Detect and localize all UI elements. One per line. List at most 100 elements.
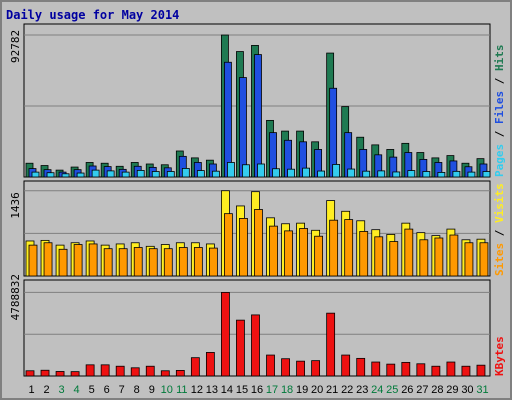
- bar-sites-day-24: [374, 236, 384, 277]
- bar-sites-day-11: [178, 247, 188, 277]
- bar-kbytes-day-12: [190, 357, 200, 377]
- bar-kbytes-day-21: [326, 312, 336, 377]
- bar-pages-day-16: [257, 163, 265, 178]
- bar-pages-day-2: [46, 172, 55, 178]
- bar-kbytes-day-7: [115, 365, 125, 377]
- bar-sites-day-3: [58, 248, 68, 277]
- legend-kbytes: KBytes: [493, 336, 506, 376]
- bar-sites-day-30: [464, 242, 474, 277]
- bar-kbytes-day-30: [461, 365, 471, 377]
- day-label-6: 6: [104, 384, 110, 396]
- day-label-13: 13: [206, 384, 218, 396]
- bar-sites-day-19: [299, 228, 308, 277]
- bar-pages-day-21: [332, 164, 341, 178]
- day-label-1: 1: [28, 384, 34, 396]
- bar-pages-day-23: [362, 170, 371, 178]
- day-label-23: 23: [356, 384, 368, 396]
- legend-panel-1: Pages / Files / Hits: [493, 45, 506, 178]
- bar-kbytes-day-25: [386, 363, 396, 377]
- bar-files-day-15: [239, 77, 247, 178]
- bar-sites-day-14: [224, 213, 233, 277]
- bar-kbytes-day-17: [266, 354, 275, 377]
- day-label-8: 8: [134, 384, 140, 396]
- bar-files-day-16: [254, 54, 262, 178]
- bar-pages-day-1: [31, 171, 40, 178]
- legend-sites: Sites: [493, 243, 506, 276]
- bar-pages-day-13: [211, 170, 220, 178]
- bar-pages-day-3: [61, 173, 70, 178]
- bar-sites-day-23: [359, 231, 369, 277]
- bar-pages-day-11: [181, 168, 190, 178]
- bar-sites-day-21: [329, 219, 339, 277]
- bar-sites-day-15: [239, 218, 248, 277]
- bar-sites-day-25: [389, 241, 399, 277]
- day-label-11: 11: [176, 384, 187, 396]
- legend-pages: Pages: [493, 144, 506, 177]
- bar-sites-day-27: [419, 239, 429, 277]
- bar-sites-day-31: [479, 242, 489, 277]
- bar-kbytes-day-4: [70, 371, 80, 377]
- bar-kbytes-day-5: [85, 364, 95, 377]
- bar-kbytes-day-22: [341, 354, 351, 377]
- bar-pages-day-19: [302, 167, 310, 178]
- bar-files-day-21: [329, 87, 338, 178]
- bar-pages-day-5: [91, 169, 100, 178]
- day-label-30: 30: [461, 384, 473, 396]
- max-value-label: 1436: [9, 192, 22, 219]
- bar-kbytes-day-19: [296, 360, 305, 377]
- bar-kbytes-day-6: [100, 364, 110, 377]
- day-label-14: 14: [221, 384, 233, 396]
- day-label-21: 21: [326, 384, 338, 396]
- bar-kbytes-day-8: [130, 367, 140, 377]
- bar-pages-day-29: [452, 170, 461, 178]
- bar-sites-day-26: [404, 228, 414, 277]
- bar-sites-day-5: [88, 243, 98, 277]
- day-label-2: 2: [43, 384, 49, 396]
- day-label-15: 15: [236, 384, 248, 396]
- legend-hits: Hits: [493, 45, 506, 72]
- bar-sites-day-28: [434, 237, 444, 277]
- bar-pages-day-17: [272, 168, 280, 178]
- bar-sites-day-10: [163, 248, 173, 277]
- day-label-29: 29: [446, 384, 458, 396]
- day-label-24: 24: [371, 384, 383, 396]
- panel-1: 92782 Pages / Files / Hits: [9, 23, 506, 178]
- day-label-12: 12: [191, 384, 203, 396]
- day-label-22: 22: [341, 384, 353, 396]
- bar-kbytes-day-23: [356, 357, 366, 377]
- bar-pages-day-14: [227, 162, 235, 178]
- bar-sites-day-4: [73, 244, 83, 277]
- bar-files-day-14: [224, 61, 232, 178]
- bar-pages-day-4: [76, 172, 85, 178]
- day-label-28: 28: [431, 384, 443, 396]
- day-label-19: 19: [296, 384, 308, 396]
- day-label-31: 31: [476, 384, 488, 396]
- max-value-label: 92782: [9, 30, 22, 63]
- legend-panel-3: KBytes: [493, 336, 506, 376]
- day-label-17: 17: [266, 384, 278, 396]
- day-label-9: 9: [149, 384, 155, 396]
- bar-kbytes-day-27: [416, 363, 426, 377]
- bar-sites-day-16: [254, 209, 263, 277]
- bar-kbytes-day-24: [371, 361, 381, 377]
- legend-separator: /: [493, 71, 506, 91]
- bar-sites-day-6: [103, 248, 113, 277]
- bar-kbytes-day-9: [145, 365, 155, 377]
- bar-sites-day-18: [284, 230, 293, 277]
- bar-sites-day-9: [148, 248, 158, 277]
- day-label-7: 7: [119, 384, 125, 396]
- chart-title: Daily usage for May 2014: [6, 8, 179, 22]
- bar-kbytes-day-31: [476, 364, 486, 377]
- bar-sites-day-2: [43, 242, 53, 277]
- bar-kbytes-day-26: [401, 361, 411, 377]
- bar-sites-day-13: [208, 247, 218, 277]
- bar-pages-day-25: [392, 171, 401, 178]
- day-label-25: 25: [386, 384, 398, 396]
- bar-pages-day-7: [121, 171, 130, 178]
- bar-pages-day-12: [196, 170, 205, 178]
- bar-sites-day-20: [314, 235, 324, 277]
- bar-kbytes-day-13: [205, 352, 215, 377]
- bar-pages-day-6: [106, 170, 115, 178]
- bar-pages-day-30: [467, 171, 476, 178]
- day-label-20: 20: [311, 384, 323, 396]
